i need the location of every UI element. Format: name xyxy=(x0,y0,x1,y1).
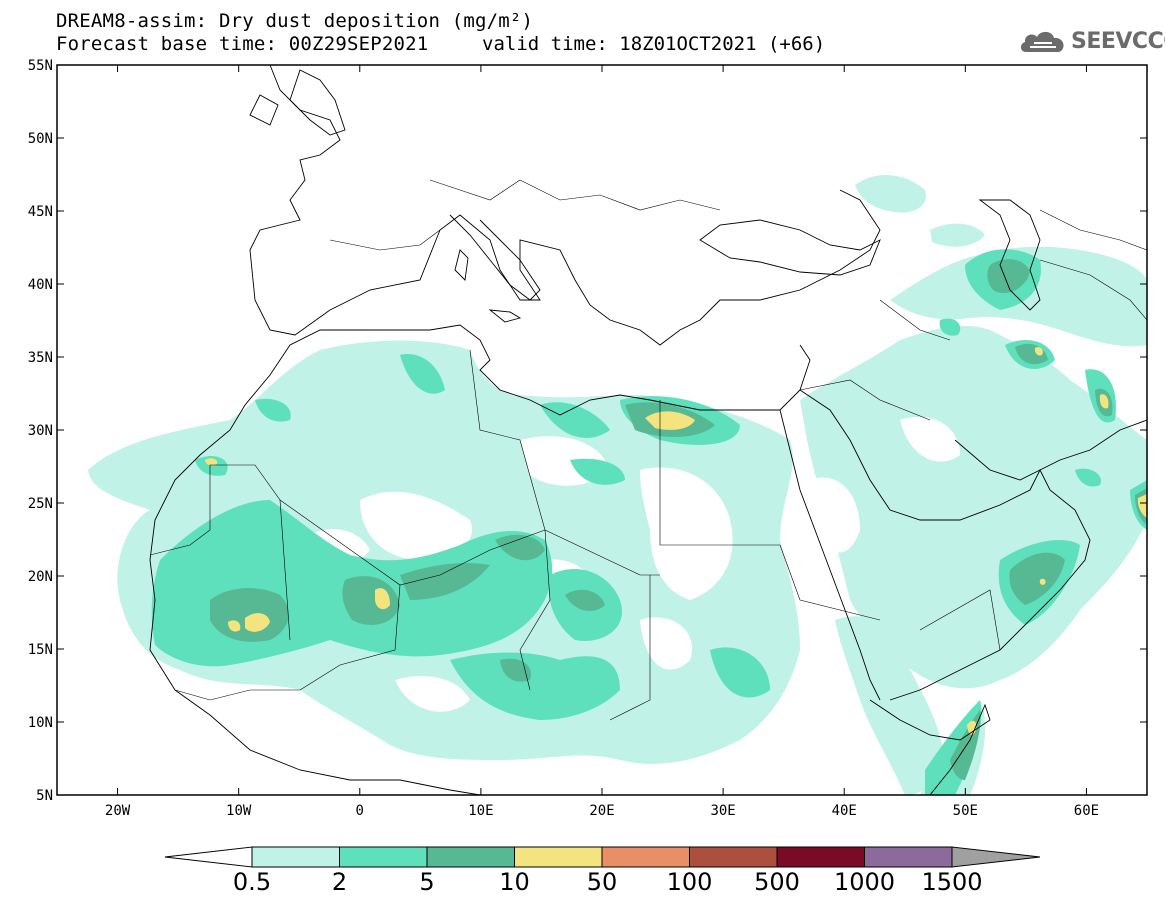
lat-label: 50N xyxy=(28,131,53,147)
colorbar-segment xyxy=(776,846,865,868)
colorbar-label: 2 xyxy=(331,868,348,896)
colorbar-label: 1000 xyxy=(833,868,896,896)
coastlines xyxy=(149,65,1147,795)
lon-label: 60E xyxy=(1074,803,1099,819)
colorbar-segment xyxy=(864,846,953,868)
lon-label: 40E xyxy=(832,803,857,819)
lon-label: 10W xyxy=(226,803,252,819)
forecast-base-time: Forecast base time: 00Z29SEP2021 xyxy=(56,33,429,55)
colorbar-label: 5 xyxy=(419,868,435,896)
lat-label: 25N xyxy=(28,496,53,512)
colorbar-segment xyxy=(251,846,340,868)
field-10-50 xyxy=(205,347,1147,735)
lon-label: 0 xyxy=(356,803,364,819)
valid-time: valid time: 18Z01OCT2021 (+66) xyxy=(482,33,826,55)
colorbar-over-triangle xyxy=(951,846,1041,868)
colorbar-label: 0.5 xyxy=(232,868,272,896)
colorbar-label: 500 xyxy=(754,868,800,896)
lat-label: 30N xyxy=(28,423,53,439)
colorbar-label: 1500 xyxy=(921,868,983,896)
lon-label: 20E xyxy=(589,803,614,819)
colorbar-under-triangle xyxy=(164,846,253,868)
colorbar-label: 100 xyxy=(666,868,713,896)
lat-label: 20N xyxy=(28,569,53,585)
lat-label: 10N xyxy=(28,715,53,731)
colorbar-label: 10 xyxy=(499,868,530,896)
colorbar-segment xyxy=(514,846,603,868)
dust-fields xyxy=(88,174,1147,795)
colorbar-segment xyxy=(689,846,778,868)
lon-label: 20W xyxy=(105,803,131,819)
lat-label: 5N xyxy=(36,788,53,804)
cloud-logo-icon xyxy=(1020,31,1064,52)
lon-label: 10E xyxy=(468,803,493,819)
lat-label: 40N xyxy=(28,277,53,293)
colorbar-segment xyxy=(339,846,428,868)
colorbar xyxy=(164,846,1041,868)
lat-label: 35N xyxy=(28,350,53,366)
colorbar-segment xyxy=(426,846,515,868)
lon-label: 30E xyxy=(710,803,735,819)
colorbar-label: 50 xyxy=(586,868,618,896)
field-5-10 xyxy=(210,259,1147,780)
colorbar-segment xyxy=(601,846,690,868)
map-title: DREAM8-assim: Dry dust deposition (mg/m²… xyxy=(56,10,534,32)
seevccc-logo: SEEVCCC xyxy=(1018,26,1165,56)
axes: 55N 50N 45N 40N 35N 30N 25N 20N 15N 10N 5N 20W 10W 0 1… xyxy=(28,58,1147,819)
lat-label: 15N xyxy=(28,642,53,658)
lat-label: 45N xyxy=(28,204,53,220)
logo-text: SEEVCCC xyxy=(1071,28,1165,54)
lat-label: 55N xyxy=(28,58,53,74)
lon-label: 50E xyxy=(953,803,978,819)
borders xyxy=(149,179,1147,721)
